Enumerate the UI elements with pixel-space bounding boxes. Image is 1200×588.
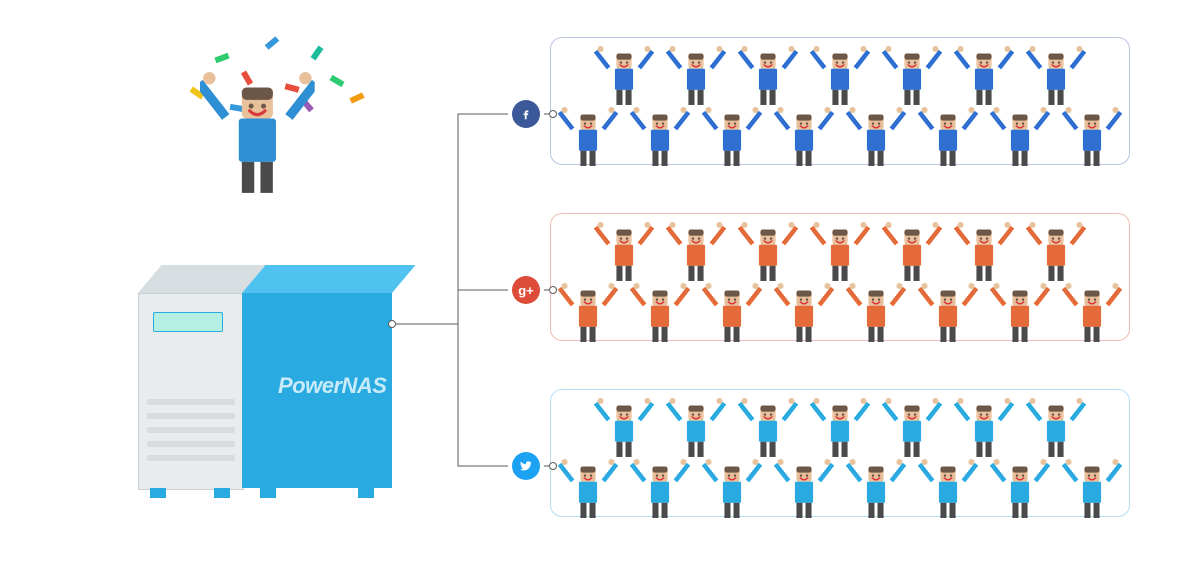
server-brand-label: PowerNAS (278, 373, 386, 399)
crowd-person (843, 107, 909, 174)
crowd-person (879, 398, 945, 465)
crowd-person (663, 398, 729, 465)
connector-dot (388, 320, 396, 328)
crowd-person (807, 46, 873, 113)
crowd-person (771, 459, 837, 526)
crowd-person (1023, 46, 1089, 113)
confetti-piece (329, 75, 344, 87)
crowd-person (915, 107, 981, 174)
crowd-person (1059, 283, 1125, 350)
crowd-person (879, 46, 945, 113)
crowd-person (951, 222, 1017, 289)
server-front-panel (138, 293, 244, 490)
confetti-piece (265, 36, 280, 50)
connector-dot (549, 286, 557, 294)
group-box-googleplus (550, 213, 1130, 341)
crowd-person (699, 107, 765, 174)
crowd-person (987, 107, 1053, 174)
crowd-person (555, 107, 621, 174)
googleplus-icon: g+ (512, 276, 540, 304)
crowd-person (735, 222, 801, 289)
infographic-canvas: PowerNAS (0, 0, 1200, 588)
crowd-person (627, 107, 693, 174)
crowd-person (1023, 222, 1089, 289)
crowd-person (591, 222, 657, 289)
crowd-person (663, 46, 729, 113)
crowd-person (591, 46, 657, 113)
server-side-panel: PowerNAS (242, 293, 392, 488)
hero-celebrating-person (200, 72, 315, 207)
crowd-person (555, 283, 621, 350)
crowd-person (663, 222, 729, 289)
crowd-person (627, 283, 693, 350)
group-box-twitter (550, 389, 1130, 517)
crowd-person (1023, 398, 1089, 465)
crowd-person (771, 107, 837, 174)
crowd-person (807, 222, 873, 289)
crowd-person (843, 283, 909, 350)
crowd-person (699, 459, 765, 526)
crowd-person (1059, 107, 1125, 174)
crowd-person (699, 283, 765, 350)
crowd-person (987, 283, 1053, 350)
nas-server: PowerNAS (138, 265, 392, 498)
crowd-person (879, 222, 945, 289)
crowd-person (735, 398, 801, 465)
crowd-person (915, 459, 981, 526)
crowd-person (951, 398, 1017, 465)
crowd-person (555, 459, 621, 526)
connector-dot (549, 462, 557, 470)
crowd-person (735, 46, 801, 113)
crowd-person (627, 459, 693, 526)
twitter-icon (512, 452, 540, 480)
crowd-person (951, 46, 1017, 113)
confetti-piece (349, 92, 364, 103)
crowd-person (987, 459, 1053, 526)
group-box-facebook (550, 37, 1130, 165)
facebook-icon (512, 100, 540, 128)
crowd-person (591, 398, 657, 465)
crowd-person (1059, 459, 1125, 526)
connector-dot (549, 110, 557, 118)
crowd-person (843, 459, 909, 526)
crowd-person (771, 283, 837, 350)
confetti-piece (311, 46, 324, 61)
crowd-person (807, 398, 873, 465)
crowd-person (915, 283, 981, 350)
confetti-piece (214, 53, 229, 63)
